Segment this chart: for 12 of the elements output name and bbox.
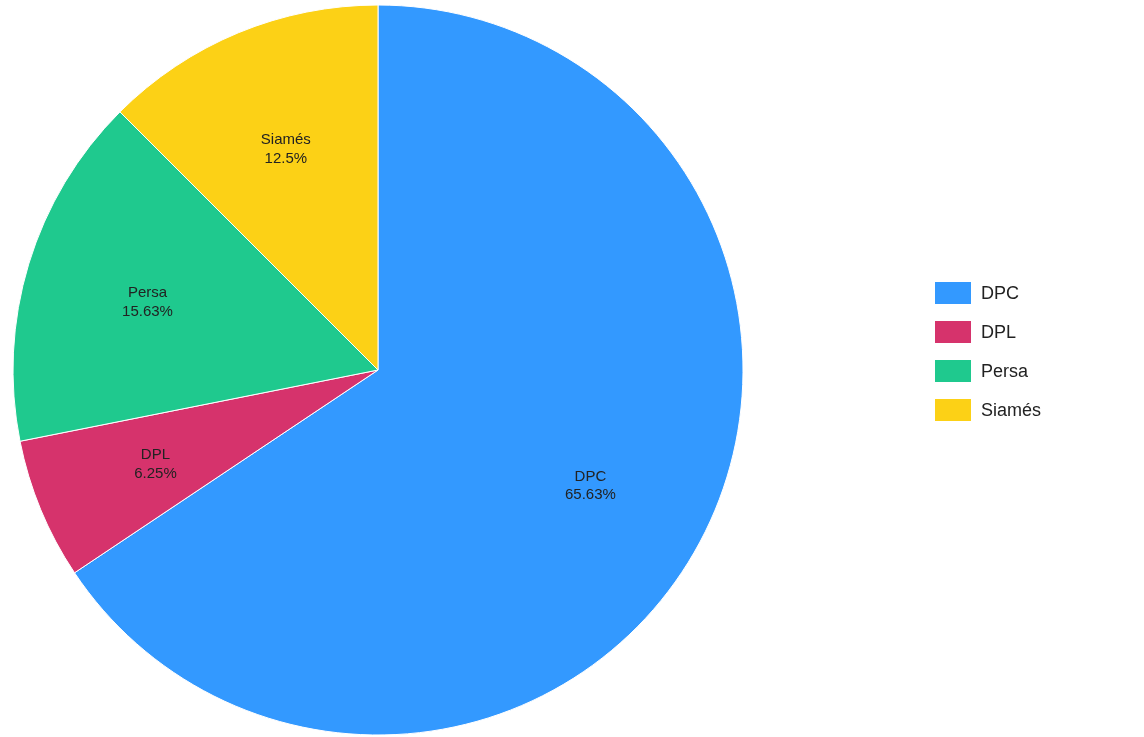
legend-label: DPC bbox=[981, 283, 1020, 303]
legend-label: DPL bbox=[981, 322, 1017, 342]
legend-label: Persa bbox=[981, 361, 1030, 381]
legend-label: Siamés bbox=[981, 400, 1042, 420]
data-label: 65.63% bbox=[565, 485, 616, 503]
data-label: 15.63% bbox=[122, 301, 173, 319]
slice-label: DPC bbox=[574, 466, 607, 484]
data-label: 6.25% bbox=[134, 463, 177, 481]
slice-label: Persa bbox=[127, 283, 168, 301]
slice-label: DPL bbox=[140, 445, 171, 463]
slice-label: Siamés bbox=[260, 130, 311, 148]
data-label: 12.5% bbox=[264, 149, 308, 167]
